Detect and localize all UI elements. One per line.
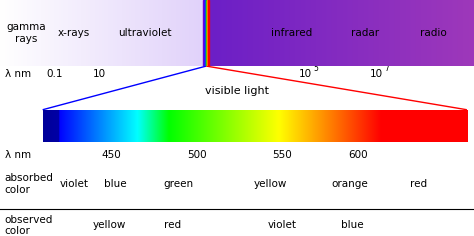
Text: orange: orange [332, 179, 369, 189]
Text: visible light: visible light [205, 86, 269, 96]
Text: radar: radar [351, 28, 379, 38]
Text: absorbed
color: absorbed color [5, 173, 54, 195]
Text: infrared: infrared [271, 28, 312, 38]
Text: radio: radio [420, 28, 447, 38]
Text: 0.1: 0.1 [46, 69, 63, 79]
Text: 10: 10 [299, 69, 312, 79]
Text: red: red [410, 179, 427, 189]
Text: blue: blue [341, 220, 364, 230]
Text: λ nm: λ nm [5, 150, 31, 160]
Bar [203, 0, 204, 66]
Bar [204, 0, 205, 66]
Text: x-rays: x-rays [57, 28, 90, 38]
Text: 600: 600 [348, 150, 368, 160]
Bar [208, 0, 209, 66]
Text: gamma
rays: gamma rays [6, 22, 46, 44]
Bar [205, 0, 206, 66]
Text: 500: 500 [187, 150, 207, 160]
Text: 550: 550 [273, 150, 292, 160]
Text: ultraviolet: ultraviolet [118, 28, 171, 38]
Text: 5: 5 [314, 64, 319, 73]
Text: violet: violet [59, 179, 88, 189]
Text: observed
color: observed color [5, 215, 53, 236]
Text: λ nm: λ nm [5, 69, 31, 79]
Text: 7: 7 [385, 64, 390, 73]
Text: red: red [164, 220, 181, 230]
Text: 10: 10 [93, 69, 106, 79]
Text: green: green [164, 179, 194, 189]
Text: blue: blue [104, 179, 127, 189]
Bar [206, 0, 207, 66]
Bar [207, 0, 208, 66]
Text: violet: violet [268, 220, 297, 230]
Text: yellow: yellow [92, 220, 126, 230]
Text: 450: 450 [102, 150, 122, 160]
Text: 10: 10 [370, 69, 383, 79]
Text: yellow: yellow [254, 179, 287, 189]
